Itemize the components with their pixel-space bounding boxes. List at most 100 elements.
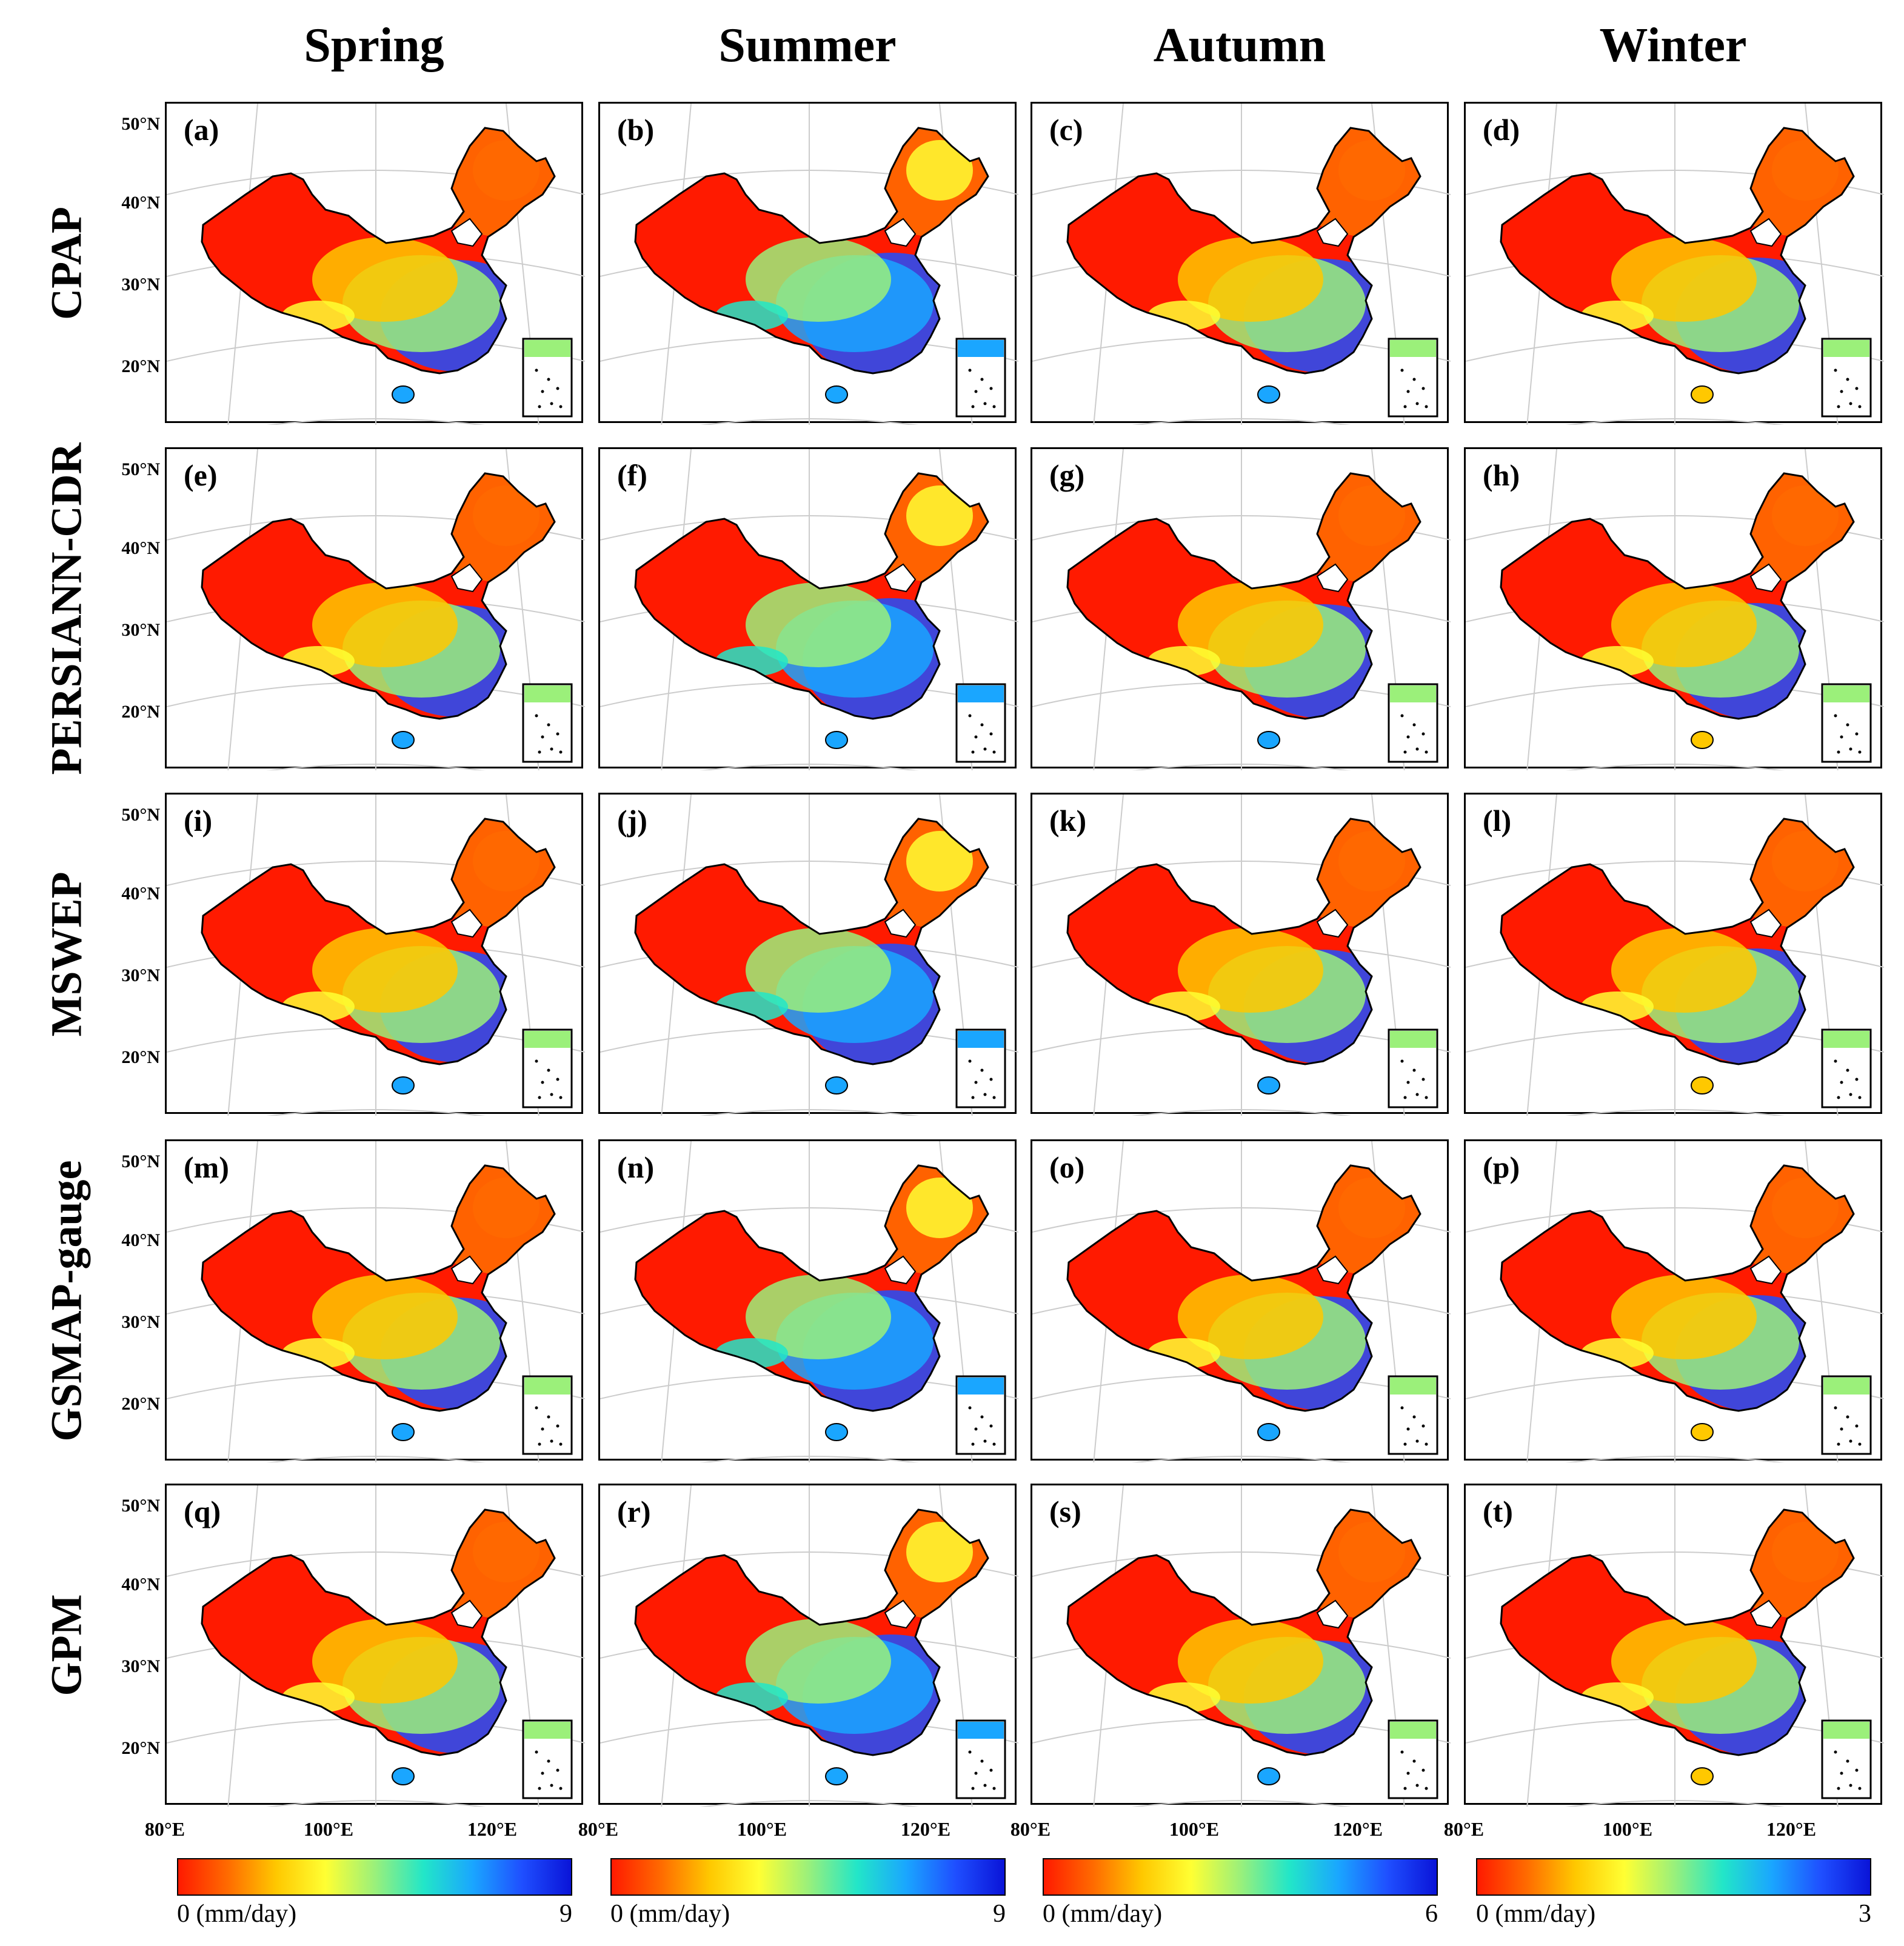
map-svg — [600, 795, 1018, 1116]
panel-label: (d) — [1483, 113, 1520, 147]
precip-patch — [1178, 237, 1323, 322]
latitude-label: 20°N — [121, 1394, 160, 1414]
latitude-label: 50°N — [121, 114, 160, 134]
colorbar-max-label: 9 — [993, 1900, 1006, 1928]
hainan-island — [1257, 1767, 1280, 1785]
south-china-sea-inset — [1821, 1028, 1872, 1108]
precip-patch — [1772, 140, 1839, 201]
precip-patch — [473, 1178, 539, 1238]
longitude-label: 80°E — [144, 1818, 185, 1840]
precip-patch — [1611, 582, 1757, 667]
panel-label: (q) — [184, 1494, 221, 1528]
map-svg — [600, 104, 1018, 425]
south-china-sea-inset — [522, 1028, 573, 1108]
product-label-mswep: MSWEP — [42, 871, 91, 1037]
bohai-sea — [450, 908, 483, 938]
precip-patch — [312, 1619, 458, 1704]
south-china-sea-inset — [955, 683, 1006, 763]
precip-patch — [746, 582, 891, 667]
hainan-island — [1691, 385, 1714, 404]
colorbar-spring — [177, 1858, 572, 1896]
precip-patch — [1772, 831, 1839, 891]
precip-patch — [746, 1619, 891, 1704]
bohai-sea — [884, 1255, 917, 1285]
map-panel-mswep-winter: (l) — [1464, 793, 1884, 1116]
map-panel-persiann-cdr-summer: (f) — [598, 447, 1018, 770]
hainan-island — [392, 1076, 415, 1095]
latitude-label: 30°N — [121, 965, 160, 985]
precip-patch — [312, 237, 458, 322]
panel-label: (g) — [1049, 458, 1085, 492]
bohai-sea — [1749, 1255, 1782, 1285]
latitude-label: 30°N — [121, 275, 160, 295]
hainan-island — [825, 1767, 848, 1785]
colorbar-min-label: 0 (mm/day) — [177, 1900, 297, 1928]
china-boundary — [201, 1164, 556, 1412]
precip-patch — [1178, 582, 1323, 667]
china-boundary — [1500, 472, 1855, 720]
map-svg — [1032, 104, 1451, 425]
panel-label: (k) — [1049, 804, 1087, 838]
china-boundary — [634, 472, 989, 720]
colorbar-max-label: 9 — [560, 1900, 572, 1928]
colorbar-max-label: 6 — [1425, 1900, 1438, 1928]
latitude-label: 40°N — [121, 193, 160, 213]
precip-patch — [906, 831, 973, 891]
colorbar-winter — [1476, 1858, 1871, 1896]
south-china-sea-inset — [1821, 1719, 1872, 1799]
colorbar-max-label: 3 — [1859, 1900, 1871, 1928]
map-svg — [1466, 1141, 1884, 1462]
latitude-label: 20°N — [121, 1047, 160, 1067]
map-panel-gsmap-gauge-winter: (p) — [1464, 1139, 1884, 1462]
china-boundary — [634, 818, 989, 1065]
bohai-sea — [450, 1599, 483, 1629]
panel-label: (r) — [617, 1494, 651, 1528]
south-china-sea-inset — [1821, 338, 1872, 418]
panel-label: (j) — [617, 804, 647, 838]
map-svg — [167, 1141, 585, 1462]
map-panel-gpm-summer: (r) — [598, 1484, 1018, 1807]
map-panel-gpm-winter: (t) — [1464, 1484, 1884, 1807]
precip-patch — [1178, 1275, 1323, 1359]
panel-label: (i) — [184, 804, 213, 838]
china-boundary — [201, 127, 556, 375]
bohai-sea — [1316, 908, 1349, 938]
colorbar-autumn — [1043, 1858, 1438, 1896]
south-china-sea-inset — [522, 1375, 573, 1455]
south-china-sea-inset — [1821, 683, 1872, 763]
china-boundary — [1066, 1508, 1421, 1756]
bohai-sea — [450, 218, 483, 247]
map-panel-cpap-autumn: (c) — [1030, 102, 1451, 425]
precip-patch — [746, 237, 891, 322]
hainan-island — [392, 1423, 415, 1441]
hainan-island — [1257, 385, 1280, 404]
map-svg — [1466, 104, 1884, 425]
season-header-winter: Winter — [1599, 19, 1747, 72]
china-boundary — [1500, 127, 1855, 375]
map-svg — [1032, 449, 1451, 770]
map-svg — [1032, 1485, 1451, 1807]
colorbar-min-label: 0 (mm/day) — [1043, 1900, 1163, 1928]
longitude-label: 80°E — [578, 1818, 619, 1840]
colorbar-min-label: 0 (mm/day) — [1476, 1900, 1596, 1928]
panel-label: (h) — [1483, 458, 1520, 492]
precip-patch — [1772, 1178, 1839, 1238]
china-boundary — [201, 818, 556, 1065]
hainan-island — [825, 731, 848, 749]
panel-label: (c) — [1049, 113, 1083, 147]
china-boundary — [634, 1508, 989, 1756]
china-boundary — [1500, 1164, 1855, 1412]
bohai-sea — [450, 563, 483, 593]
longitude-label: 100°E — [737, 1818, 787, 1840]
latitude-label: 20°N — [121, 356, 160, 376]
bohai-sea — [1316, 563, 1349, 593]
longitude-label: 120°E — [1332, 1818, 1383, 1840]
map-panel-cpap-winter: (d) — [1464, 102, 1884, 425]
bohai-sea — [1749, 563, 1782, 593]
map-panel-mswep-autumn: (k) — [1030, 793, 1451, 1116]
hainan-island — [825, 385, 848, 404]
longitude-label: 120°E — [900, 1818, 951, 1840]
hainan-island — [825, 1423, 848, 1441]
longitude-label: 120°E — [1766, 1818, 1817, 1840]
